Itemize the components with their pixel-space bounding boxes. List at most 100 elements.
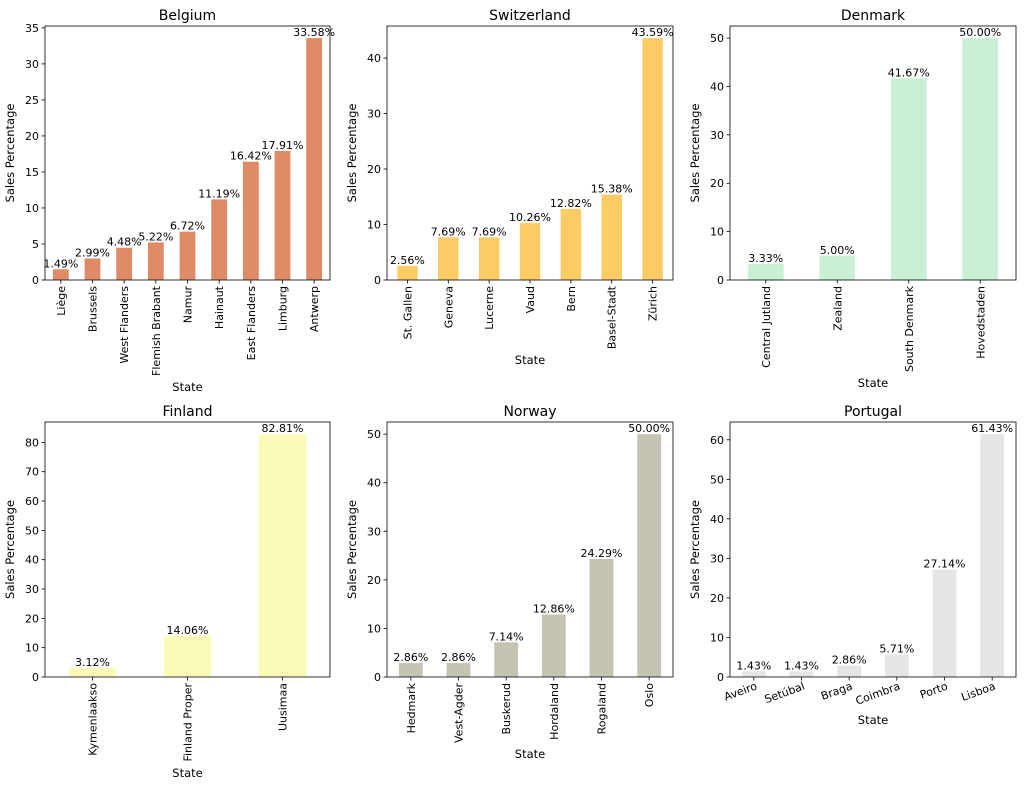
- x-tick-label: Oslo: [643, 683, 656, 707]
- data-label: 82.81%: [262, 422, 304, 435]
- bar-vaud: [519, 223, 541, 280]
- data-label: 5.00%: [820, 244, 855, 257]
- bar-aveiro: [741, 671, 766, 677]
- bar-oslo: [637, 434, 662, 677]
- x-tick-label: Hedmark: [405, 682, 418, 733]
- subplot-switzerland: 2.56%7.69% 7.69%10.26%12.82%15.38%43.59%0…: [345, 8, 674, 367]
- y-tick-label: 50: [25, 524, 39, 537]
- y-tick-label: 30: [367, 108, 381, 121]
- chart-title: Switzerland: [489, 8, 571, 24]
- data-label: 12.82%: [550, 197, 592, 210]
- bar-brussels: [84, 258, 101, 280]
- x-tick-label: Rogaland: [596, 683, 609, 734]
- x-tick-label: Hordaland: [548, 683, 561, 740]
- y-tick-label: 10: [25, 642, 39, 655]
- x-tick-label: Kymenlaakso: [87, 683, 100, 756]
- bar-limburg: [274, 150, 291, 280]
- y-tick-label: 30: [25, 58, 39, 71]
- axes-frame: [729, 421, 1017, 678]
- x-tick-label: St. Gallen: [401, 286, 414, 339]
- x-axis-label: State: [515, 353, 545, 367]
- y-tick-label: 40: [367, 477, 381, 490]
- x-tick-label: Namur: [182, 286, 195, 324]
- x-tick-label: Setúbal: [763, 680, 807, 707]
- data-label: 2.56%: [390, 254, 425, 267]
- data-label: 1.43%: [784, 659, 819, 672]
- y-tick-label: 40: [710, 80, 724, 93]
- bar-uusimaa: [258, 434, 307, 677]
- bar-bern: [560, 208, 582, 280]
- x-tick-label: Limburg: [277, 286, 290, 331]
- y-tick-label: 10: [25, 202, 39, 215]
- data-label: 7.69%: [431, 225, 466, 238]
- data-label: 7.14%: [489, 630, 524, 643]
- data-label: 61.43%: [971, 422, 1013, 435]
- x-axis-label: State: [172, 766, 202, 780]
- x-axis-label: State: [172, 380, 202, 394]
- data-label: 16.42%: [230, 150, 272, 163]
- x-tick-label: West Flanders: [118, 286, 131, 364]
- bar-central-jutland: [747, 263, 784, 280]
- bar-buskerud: [494, 642, 519, 677]
- bar-braga: [837, 665, 862, 677]
- x-tick-label: Uusimaa: [277, 683, 290, 731]
- y-tick-label: 50: [710, 473, 724, 486]
- data-label: 12.86%: [533, 603, 575, 616]
- data-label: 4.48%: [107, 236, 142, 249]
- data-label: 43.59%: [632, 26, 674, 39]
- x-tick-label: Porto: [918, 680, 950, 702]
- y-tick-label: 60: [25, 495, 39, 508]
- x-tick-label: Antwerp: [308, 286, 321, 332]
- y-tick-label: 0: [717, 671, 724, 684]
- data-label: 3.12%: [75, 656, 110, 669]
- data-label: 50.00%: [628, 422, 670, 435]
- x-tick-label: Lisboa: [960, 680, 998, 704]
- chart-title: Portugal: [844, 404, 902, 420]
- axes-frame: [729, 25, 1017, 281]
- data-label: 2.86%: [832, 654, 867, 667]
- chart-title: Norway: [503, 404, 556, 420]
- y-axis-label: Sales Percentage: [345, 104, 359, 203]
- data-label: 14.06%: [167, 624, 209, 637]
- data-label: 2.99%: [75, 246, 110, 259]
- subplot-belgium: 1.49%2.99%4.48%5.22%6.72% 11.19% 16.42%17.…: [3, 8, 335, 394]
- chart-title: Denmark: [841, 8, 906, 24]
- y-tick-label: 70: [25, 466, 39, 479]
- data-label: 2.86%: [393, 651, 428, 664]
- bar-finland-proper: [163, 635, 212, 677]
- x-tick-label: South Denmark: [903, 285, 916, 372]
- data-label: 6.72%: [170, 220, 205, 233]
- data-label: 24.29%: [581, 547, 623, 560]
- x-axis-label: State: [858, 376, 888, 390]
- bar-liege: [52, 269, 69, 280]
- bar-east-flanders: [242, 161, 259, 280]
- subplot-finland: 3.12% 14.06% 82.81% 0 10 20 30 40 50 60 70 80 Kymenl…: [3, 404, 331, 780]
- chart-title: Finland: [162, 404, 212, 420]
- y-tick-label: 60: [710, 434, 724, 447]
- bar-west-flanders: [116, 247, 133, 280]
- bar-st-gallen: [397, 265, 418, 280]
- bar-lucerne: [478, 237, 500, 280]
- y-tick-label: 15: [25, 166, 39, 179]
- data-label: 1.43%: [736, 659, 771, 672]
- bar-basel-stadt: [601, 194, 622, 280]
- data-label: 3.33%: [748, 252, 783, 265]
- subplot-denmark: 3.33% 5.00% 41.67% 50.00% 0 10 20 30 40 50 Central…: [688, 8, 1017, 390]
- bar-rogaland: [589, 559, 614, 677]
- y-tick-label: 30: [710, 552, 724, 565]
- data-label: 10.26%: [509, 211, 551, 224]
- x-tick-label: Braga: [819, 680, 854, 703]
- y-tick-label: 40: [367, 52, 381, 65]
- y-axis-label: Sales Percentage: [688, 104, 702, 203]
- data-label: 15.38%: [591, 183, 633, 196]
- y-tick-label: 0: [374, 274, 381, 287]
- x-tick-label: Lucerne: [483, 286, 496, 330]
- x-tick-label: Buskerud: [500, 683, 513, 734]
- x-tick-label: Vaud: [524, 286, 537, 313]
- y-tick-label: 0: [32, 671, 39, 684]
- x-tick-label: Brussels: [87, 286, 100, 332]
- bar-namur: [179, 231, 196, 280]
- data-label: 11.19%: [198, 187, 240, 200]
- x-tick-label: Hainaut: [213, 285, 226, 329]
